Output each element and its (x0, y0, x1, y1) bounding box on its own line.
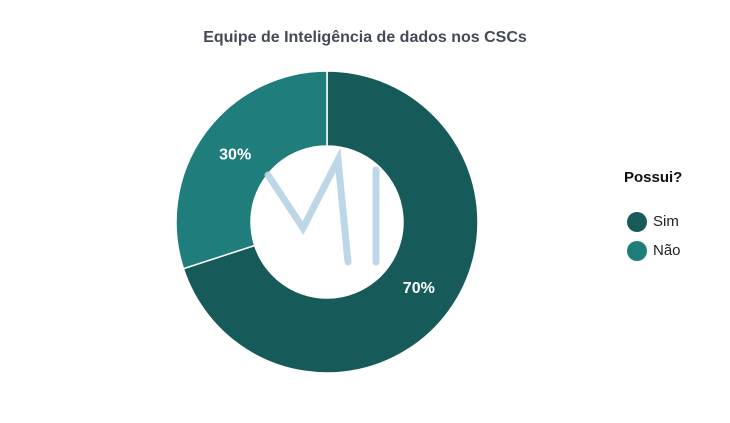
legend-marker (627, 212, 647, 232)
donut: 70% 30% (175, 70, 479, 374)
legend-title: Possui? (624, 169, 682, 186)
legend: Sim Não (627, 212, 681, 261)
legend-label: Não (653, 242, 681, 259)
chart-title: Equipe de Inteligência de dados nos CSCs (203, 29, 527, 46)
legend-marker (627, 241, 647, 261)
data-label: 70% (403, 280, 435, 297)
donut-slice (182, 70, 479, 374)
watermark (264, 147, 380, 266)
data-label: 30% (219, 147, 251, 164)
donut-slice (175, 70, 328, 270)
legend-label: Sim (653, 213, 679, 230)
watermark-m (264, 147, 352, 266)
